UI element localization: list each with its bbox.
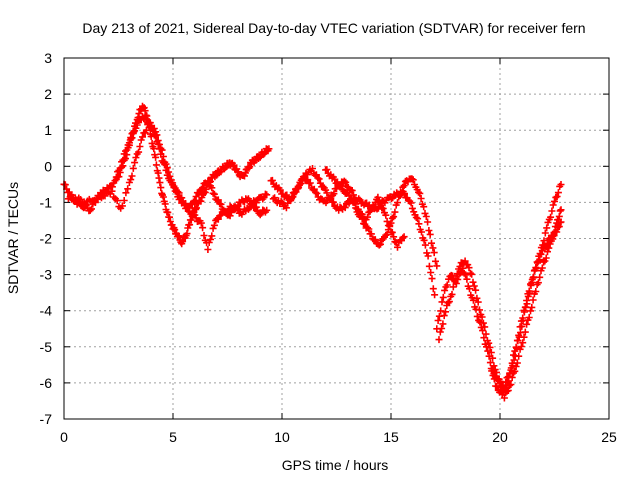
y-tick-label: 3 [44, 50, 52, 66]
data-series [269, 165, 441, 270]
data-points [60, 102, 565, 402]
y-axis-label: SDTVAR / TECUs [5, 182, 21, 294]
data-series [112, 113, 271, 220]
y-tick-label: -2 [40, 231, 53, 247]
data-series [267, 173, 439, 299]
series-plus-markers [322, 166, 408, 251]
chart-title: Day 213 of 2021, Sidereal Day-to-day VTE… [82, 20, 585, 36]
series-plus-markers [487, 218, 565, 392]
y-tick-label: -6 [40, 375, 53, 391]
x-tick-label: 10 [274, 429, 290, 445]
x-tick-label: 25 [601, 429, 617, 445]
x-axis-label: GPS time / hours [282, 457, 389, 473]
axis-ticks [63, 57, 610, 420]
x-tick-labels: 0 5 10 15 20 25 [60, 429, 617, 445]
series-plus-markers [267, 173, 439, 299]
x-tick-label: 20 [492, 429, 508, 445]
x-tick-label: 0 [60, 429, 68, 445]
y-tick-label: -5 [40, 339, 53, 355]
series-plus-markers [269, 165, 441, 270]
y-tick-label: -7 [40, 411, 53, 427]
series-plus-markers [112, 113, 271, 220]
y-tick-label: -4 [40, 303, 53, 319]
x-tick-label: 15 [383, 429, 399, 445]
y-tick-label: 1 [44, 122, 52, 138]
y-tick-label: -3 [40, 267, 53, 283]
y-tick-label: -1 [40, 194, 53, 210]
data-series [322, 166, 408, 251]
data-series [64, 119, 271, 253]
x-tick-label: 5 [169, 429, 177, 445]
data-series [487, 218, 565, 392]
y-tick-label: 0 [44, 158, 52, 174]
y-tick-labels: -7 -6 -5 -4 -3 -2 -1 0 1 2 3 [40, 50, 53, 427]
series-plus-markers [64, 119, 271, 253]
y-tick-label: 2 [44, 86, 52, 102]
